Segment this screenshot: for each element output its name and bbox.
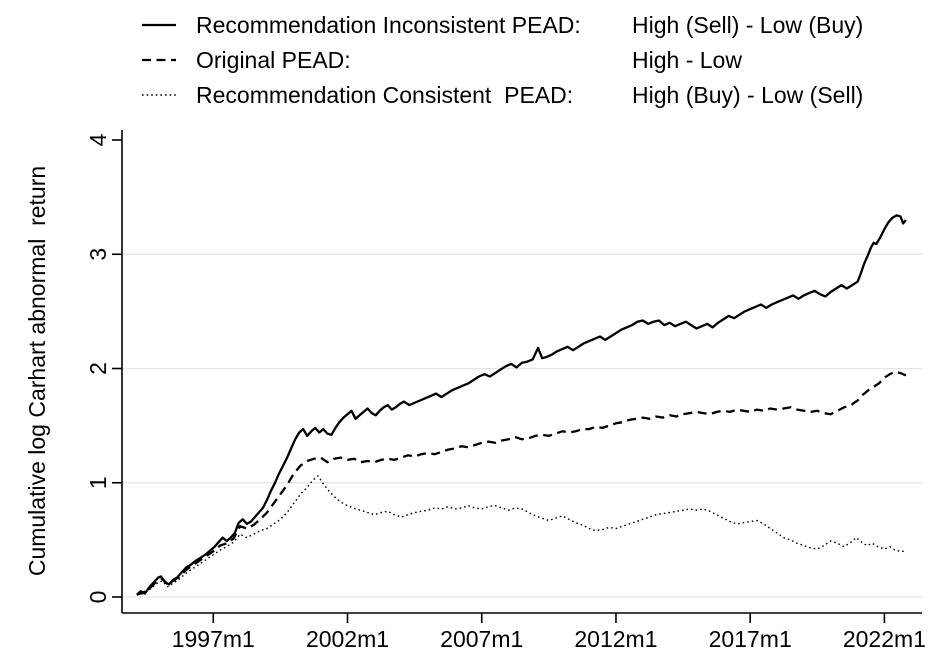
x-axis-ticks: 1997m1 2002m1 2007m1 2012m1 2017m1 2022m1 (172, 613, 926, 652)
legend-label: Original PEAD: (196, 47, 351, 73)
series-line-solid (136, 214, 907, 596)
x-tick-label-2002m1: 2002m1 (306, 626, 389, 652)
y-axis-title: Cumulative log Carhart abnormal return (24, 166, 50, 576)
x-tick-label-2012m1: 2012m1 (574, 626, 657, 652)
legend-value: High (Sell) - Low (Buy) (632, 12, 863, 38)
legend-label: Recommendation Consistent PEAD: (196, 82, 573, 108)
y-axis-ticks: 0 1 2 3 4 (85, 133, 122, 603)
y-tick-label-0: 0 (85, 591, 111, 604)
data-series (136, 214, 907, 596)
y-tick-label-2: 2 (85, 362, 111, 375)
x-tick-label-1997m1: 1997m1 (172, 626, 255, 652)
x-tick-label-2017m1: 2017m1 (709, 626, 792, 652)
chart-legend: Recommendation Inconsistent PEAD: High (S… (142, 12, 863, 108)
legend-value: High - Low (632, 47, 742, 73)
series-line-dotted (136, 475, 906, 596)
y-tick-label-4: 4 (85, 133, 111, 146)
legend-label: Recommendation Inconsistent PEAD: (196, 12, 581, 38)
y-tick-label-3: 3 (85, 248, 111, 261)
x-tick-label-2007m1: 2007m1 (440, 626, 523, 652)
x-tick-label-2022m1: 2022m1 (843, 626, 926, 652)
legend-value: High (Buy) - Low (Sell) (632, 82, 863, 108)
gridlines (122, 253, 922, 598)
y-tick-label-1: 1 (85, 476, 111, 489)
series-line-dashed (136, 370, 907, 596)
